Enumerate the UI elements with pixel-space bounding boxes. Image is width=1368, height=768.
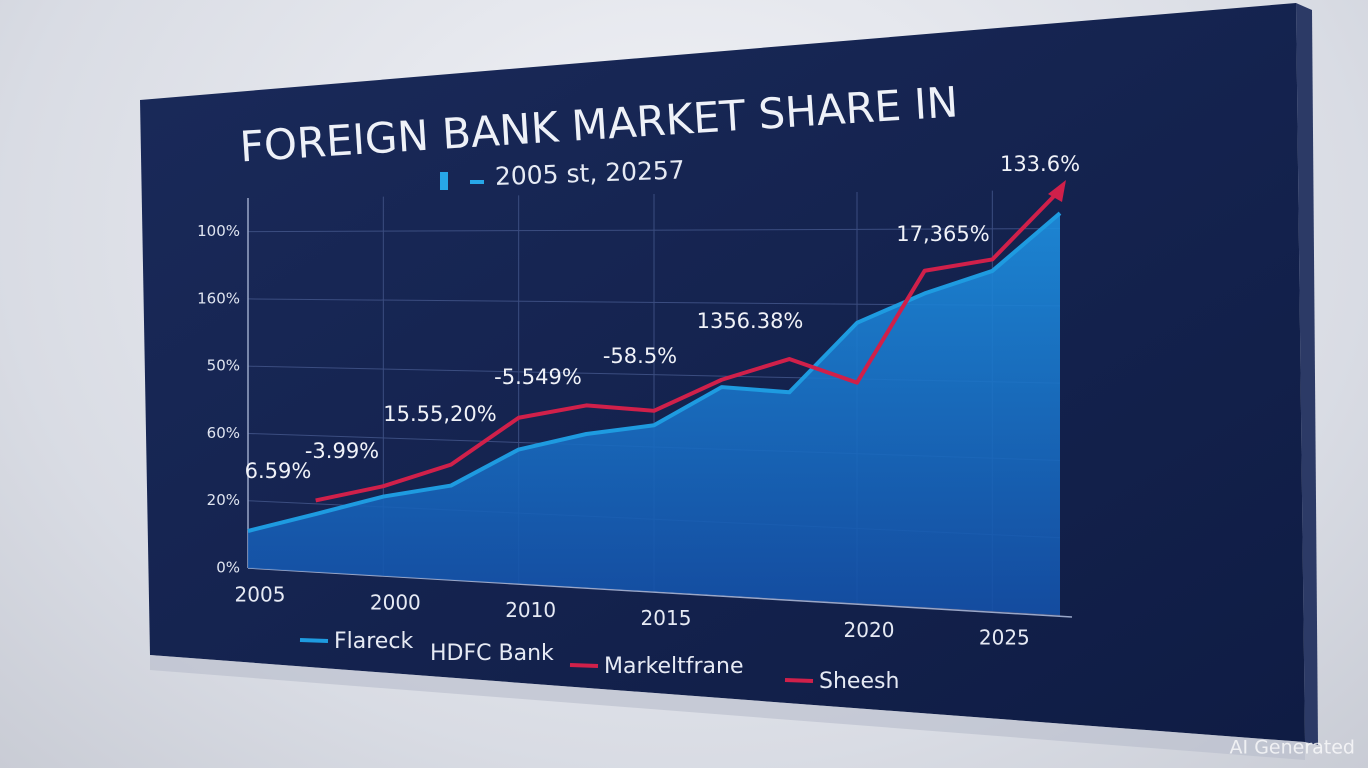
arrow-head — [1048, 180, 1066, 202]
annotation: 17,365% — [896, 222, 989, 246]
legend-label: Flareck — [334, 629, 413, 654]
legend-label: HDFC Bank — [430, 641, 554, 666]
area — [248, 213, 1060, 615]
line — [247, 211, 1062, 533]
annotation: -58.5% — [603, 344, 677, 368]
annotation: -3.99% — [305, 439, 379, 463]
legend-label: Sheesh — [819, 669, 899, 694]
annotation: -5.549% — [494, 365, 582, 389]
panel-reflection — [150, 655, 1305, 760]
subtitle-icon — [440, 172, 448, 190]
x-axis — [247, 567, 1073, 618]
legend-swatch — [784, 678, 814, 683]
annotation: 1356.38% — [697, 309, 804, 333]
x-tick-label: 2025 — [979, 626, 1030, 650]
x-tick-label: 2015 — [641, 606, 692, 630]
legend-label: Markeltfrane — [604, 654, 744, 679]
annotation: 133.6% — [1000, 152, 1080, 176]
y-tick-label: 100% — [197, 222, 240, 240]
y-tick-label: 50% — [207, 357, 240, 375]
plot: 0% 20% 60% 50% 160% 100% 2005 2000 2010 2015 2020 2… — [197, 152, 1080, 650]
line — [315, 188, 1062, 503]
y-tick-label: 60% — [207, 424, 240, 442]
annotation: 15.55,20% — [383, 402, 496, 426]
chart-subtitle: 2005 st, 20257 — [494, 155, 685, 191]
x-tick-label: 2005 — [235, 583, 286, 607]
watermark: AI Generated — [1230, 737, 1355, 759]
y-tick-label: 160% — [197, 289, 240, 307]
panel-edge — [1296, 3, 1318, 745]
legend-swatch — [299, 638, 329, 643]
x-tick-label: 2020 — [844, 618, 895, 642]
y-tick-label: 20% — [207, 491, 240, 509]
annotation: 6.59% — [245, 459, 312, 483]
legend-swatch — [569, 663, 599, 668]
subtitle-icon — [470, 180, 484, 184]
x-tick-label: 2000 — [370, 590, 421, 614]
x-tick-label: 2010 — [505, 598, 556, 622]
y-tick-label: 0% — [216, 559, 240, 577]
